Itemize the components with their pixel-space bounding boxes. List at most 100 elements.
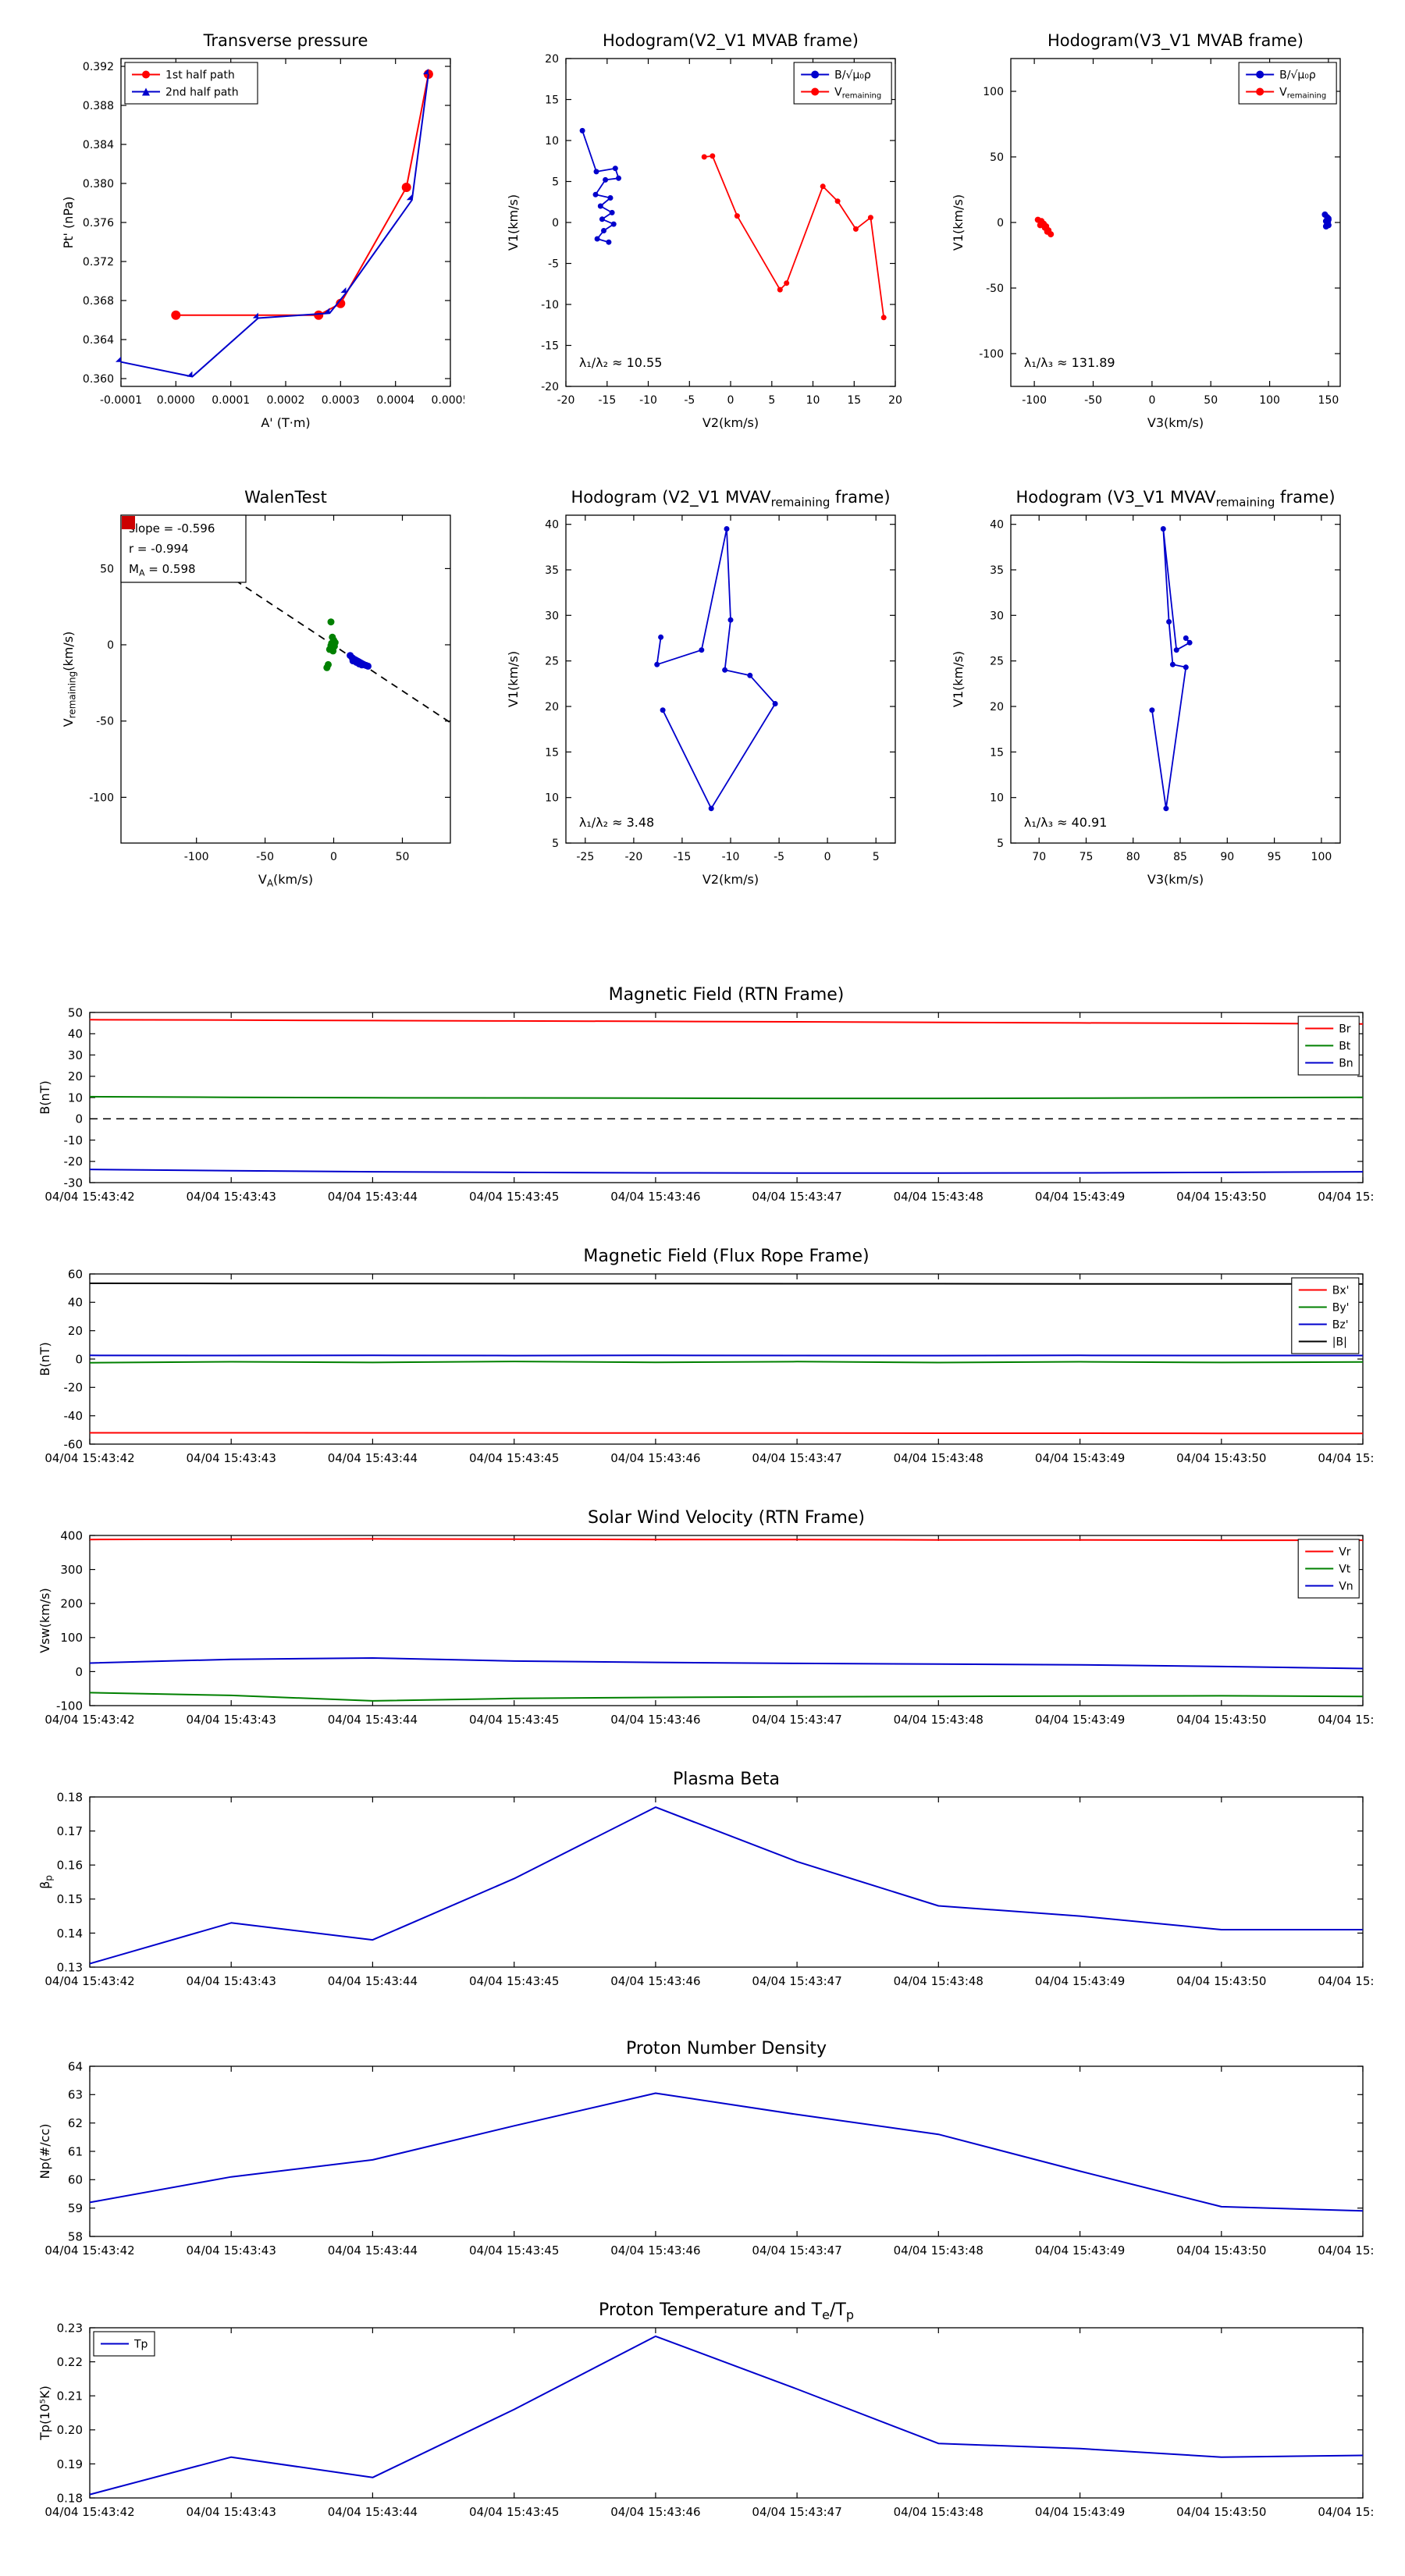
y-tick-label: 0.388: [83, 100, 114, 112]
x-tick-label: 04/04 15:43:50: [1176, 2243, 1266, 2258]
x-axis-label: A' (T·m): [261, 415, 310, 430]
y-tick-label: 0: [552, 217, 559, 229]
y-tick-label: 25: [990, 656, 1004, 668]
y-tick-label: 5: [552, 838, 559, 850]
y-tick-label: 20: [990, 701, 1004, 713]
hodogram-v3v1-mvav-svg: 70 75 80 85 90 95 100 5 10 15 20 25 30 35 40 Hodogram (…: [951, 488, 1341, 887]
series-Bn: [89, 1169, 1364, 1174]
y-tick-label: 0: [75, 1112, 83, 1126]
y-tick-label: 20: [68, 1324, 83, 1338]
y-tick-label: 30: [68, 1048, 83, 1062]
chart-hodogram-v3v1-mvab: -100 -50 0 50 100 150 -100 -50 0 50 100 Hodogram(V3…: [933, 20, 1354, 445]
chart-transverse-pressure: -0.0001 0.0000 0.0001 0.0002 0.0003 0.0004 0.0…: [43, 20, 470, 445]
x-tick-label: 04/04 15:43:51: [1318, 2243, 1374, 2258]
plot-frame: [89, 1273, 1364, 1445]
x-tick-label: 04/04 15:43:48: [894, 1190, 984, 1204]
x-tick-label: 04/04 15:43:42: [44, 2505, 134, 2519]
x-tick-label: 04/04 15:43:48: [894, 1713, 984, 1727]
plot-frame: [565, 514, 896, 844]
series-Bt: [89, 1095, 1364, 1100]
x-tick-label: 04/04 15:43:44: [328, 1190, 418, 1204]
y-tick-label: 0: [75, 1665, 83, 1679]
plot-frame: [1010, 514, 1341, 844]
x-tick-label: 04/04 15:43:45: [469, 2243, 559, 2258]
y-tick-label: 15: [545, 94, 559, 107]
chart-title: Solar Wind Velocity (RTN Frame): [588, 1508, 865, 1528]
series-Vn: [89, 1657, 1364, 1670]
x-axis-label: V3(km/s): [1147, 415, 1204, 430]
x-tick-label: 04/04 15:43:46: [610, 1713, 700, 1727]
y-tick-label: -40: [64, 1409, 84, 1423]
plot-frame: [89, 1796, 1364, 1968]
legend-label: B/√μ₀ρ: [834, 69, 871, 82]
x-tick-label: 75: [1080, 851, 1094, 863]
series-beta-p: [89, 1806, 1363, 1965]
y-tick-label: 0.360: [83, 373, 114, 386]
y-tick-label: 30: [990, 610, 1004, 622]
chart-title: Plasma Beta: [673, 1770, 780, 1789]
x-tick-label: 04/04 15:43:49: [1035, 1190, 1125, 1204]
annotation-text: λ₁/λ₃ ≈ 40.91: [1024, 815, 1108, 830]
y-tick-label: -100: [979, 348, 1004, 361]
x-tick-label: 100: [1311, 851, 1332, 863]
y-tick-label: 100: [983, 86, 1004, 98]
x-tick-label: 70: [1032, 851, 1046, 863]
corner-marker: [122, 516, 135, 529]
x-tick-label: 04/04 15:43:42: [44, 1451, 134, 1465]
hodogram-v3v1-mvab-svg: -100 -50 0 50 100 150 -100 -50 0 50 100 Hodogram(V3…: [951, 31, 1341, 430]
x-tick-label: 04/04 15:43:46: [610, 1190, 700, 1204]
x-tick-label: 04/04 15:43:50: [1176, 2505, 1266, 2519]
y-tick-label: 0: [75, 1352, 83, 1366]
y-tick-label: -10: [64, 1133, 84, 1147]
series-V_{remaining}: [704, 155, 885, 318]
legend-label: Vt: [1339, 1564, 1351, 1576]
plot-frame: [120, 58, 451, 387]
x-tick-label: 04/04 15:43:45: [469, 2505, 559, 2519]
x-tick-label: 04/04 15:43:49: [1035, 1451, 1125, 1465]
x-tick-label: 04/04 15:43:42: [44, 1713, 134, 1727]
transverse-pressure-svg: -0.0001 0.0000 0.0001 0.0002 0.0003 0.0004 0.0…: [61, 31, 470, 430]
x-tick-label: 04/04 15:43:46: [610, 2505, 700, 2519]
y-tick-label: 40: [68, 1296, 83, 1310]
x-tick-label: 0.0002: [267, 394, 305, 407]
y-tick-label: 60: [68, 1267, 83, 1281]
x-tick-label: 50: [1204, 394, 1218, 407]
series-Vr: [89, 1538, 1363, 1542]
chart-magnetic-field-flux-rope: 04/04 15:43:42 04/04 15:43:43 04/04 15:43:…: [31, 1241, 1405, 1475]
x-tick-label: 0.0003: [322, 394, 360, 407]
x-tick-label: 0: [1148, 394, 1155, 407]
y-tick-label: 61: [68, 2144, 83, 2158]
y-tick-label: 40: [68, 1027, 83, 1041]
series-velocity-path: [656, 528, 777, 809]
y-tick-label: -100: [56, 1699, 83, 1713]
y-tick-label: 15: [545, 746, 559, 759]
y-tick-label: 20: [545, 701, 559, 713]
x-tick-label: 0: [330, 851, 337, 863]
chart-title: Transverse pressure: [203, 31, 368, 50]
y-tick-label: 0.19: [57, 2457, 83, 2471]
chart-title: Hodogram(V2_V1 MVAB frame): [603, 31, 859, 51]
x-tick-label: 04/04 15:43:51: [1318, 1451, 1374, 1465]
chart-solar-wind-velocity: 04/04 15:43:42 04/04 15:43:43 04/04 15:43:…: [31, 1503, 1405, 1737]
stat-line: MA = 0.598: [129, 562, 196, 578]
x-tick-label: 04/04 15:43:49: [1035, 2243, 1125, 2258]
x-tick-label: 04/04 15:43:48: [894, 1451, 984, 1465]
x-axis-label: V2(km/s): [702, 872, 759, 887]
y-tick-label: -50: [96, 716, 114, 728]
series-1st half path: [176, 73, 429, 316]
chart-title: Proton Number Density: [626, 2039, 827, 2058]
x-tick-label: 04/04 15:43:46: [610, 1974, 700, 1988]
hodogram-v2v1-mvav-svg: -25 -20 -15 -10 -5 0 5 5 10 15 20 25 30 35 40 Hodogram …: [506, 488, 896, 887]
y-axis-label: B(nT): [37, 1342, 52, 1375]
chart-magnetic-field-rtn: 04/04 15:43:42 04/04 15:43:43 04/04 15:43:…: [31, 980, 1405, 1214]
x-tick-label: 04/04 15:43:42: [44, 1974, 134, 1988]
plot-frame: [1010, 58, 1341, 387]
x-tick-label: 04/04 15:43:51: [1318, 2505, 1374, 2519]
y-tick-label: 300: [60, 1563, 83, 1577]
x-tick-label: 0.0001: [212, 394, 250, 407]
x-tick-label: 04/04 15:43:47: [752, 1190, 841, 1204]
series-Br: [89, 1019, 1364, 1025]
y-tick-label: -15: [541, 340, 559, 353]
y-tick-label: 5: [552, 176, 559, 189]
